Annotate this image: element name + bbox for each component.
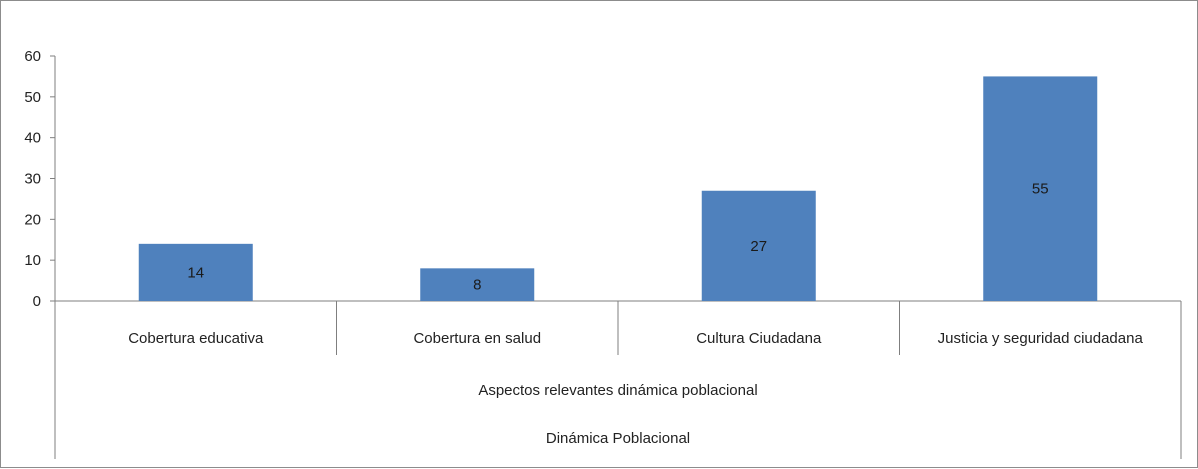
y-tick-label: 60 — [24, 48, 41, 65]
bar-value-label: 27 — [750, 238, 767, 255]
y-tick-label: 20 — [24, 211, 41, 228]
y-tick-label: 30 — [24, 171, 41, 188]
bar — [983, 76, 1098, 302]
category-supergroup-label: Dinámica Poblacional — [546, 430, 690, 447]
bar — [138, 243, 253, 301]
y-tick-label: 40 — [24, 130, 41, 147]
y-tick-label: 0 — [33, 293, 41, 310]
x-tick-label: Justicia y seguridad ciudadana — [938, 330, 1144, 347]
category-group-label: Aspectos relevantes dinámica poblacional — [478, 382, 757, 399]
y-axis: 0 10 20 30 40 50 60 — [24, 48, 56, 310]
x-tick-label: Cobertura educativa — [128, 330, 264, 347]
x-tick-label: Cultura Ciudadana — [696, 330, 822, 347]
x-tick-label: Cobertura en salud — [413, 330, 541, 347]
bar — [701, 190, 816, 301]
bar-value-label: 8 — [473, 277, 481, 294]
data-labels: 14 8 27 55 — [187, 181, 1048, 294]
bar-value-label: 55 — [1032, 181, 1049, 198]
y-tick-label: 50 — [24, 89, 41, 106]
bar-series — [138, 76, 1098, 302]
bar — [420, 268, 535, 301]
axis-group-labels: Aspectos relevantes dinámica poblacional… — [478, 382, 757, 447]
bar-value-label: 14 — [187, 264, 204, 281]
y-tick-label: 10 — [24, 252, 41, 269]
category-axis: Cobertura educativa Cobertura en salud Cul… — [54, 300, 1182, 459]
